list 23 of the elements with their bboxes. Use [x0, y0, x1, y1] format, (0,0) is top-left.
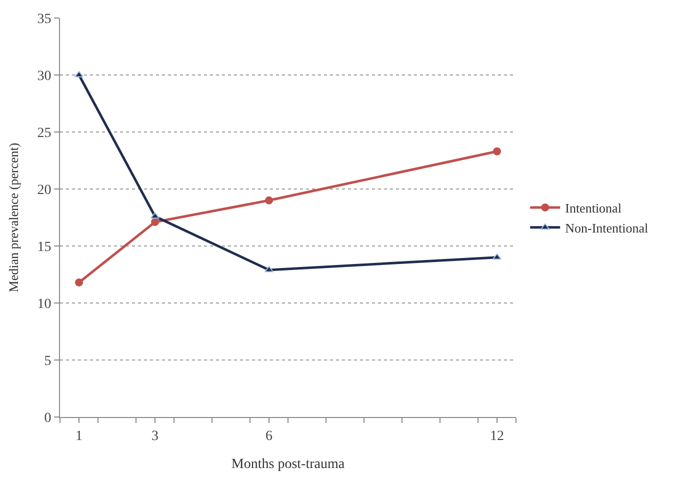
y-axis-title: Median prevalence (percent)	[6, 142, 22, 292]
y-tick-label: 10	[37, 296, 52, 312]
point	[265, 196, 273, 204]
x-tick-label: 1	[76, 428, 82, 444]
point	[492, 253, 502, 260]
y-tick-label: 35	[37, 12, 52, 27]
point	[150, 212, 160, 219]
point	[493, 147, 501, 156]
legend-label: Non-Intentional	[565, 220, 649, 236]
point	[75, 278, 83, 286]
legend-label: Intentional	[565, 200, 622, 216]
y-tick-label: 25	[37, 126, 52, 141]
x-tick-label: 6	[266, 428, 272, 444]
y-tick-label: 5	[44, 354, 52, 369]
y-tick-label: 30	[37, 68, 52, 84]
point	[264, 266, 274, 272]
y-tick-label: 0	[44, 410, 52, 426]
point	[151, 218, 159, 226]
x-tick-label: 12	[490, 428, 504, 444]
y-tick-label: 15	[37, 240, 52, 255]
x-tick-label: 3	[152, 428, 158, 444]
x-axis-title: Months post-trauma	[231, 457, 346, 472]
y-tick-label: 20	[37, 182, 52, 198]
